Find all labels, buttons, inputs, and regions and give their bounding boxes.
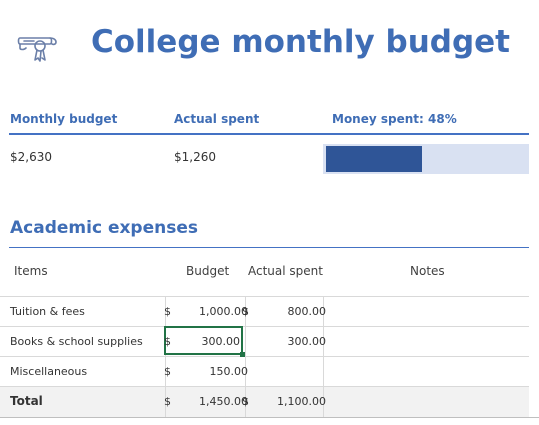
total-actual[interactable]: 1,100.00 — [277, 395, 326, 408]
diploma-icon — [16, 30, 64, 66]
total-row-background — [0, 387, 529, 417]
table-row-actual-currency: $ — [242, 305, 249, 318]
table-row-budget-currency: $ — [164, 305, 171, 318]
actual-spent-value[interactable]: $1,260 — [174, 150, 216, 164]
fill-handle[interactable] — [240, 352, 245, 357]
column-header-budget[interactable]: Budget — [186, 264, 230, 278]
actual-spent-header: Actual spent — [174, 112, 260, 126]
column-divider — [165, 296, 166, 417]
row-divider — [0, 296, 529, 297]
row-divider — [0, 386, 529, 387]
column-header-actual-spent[interactable]: Actual spent — [248, 264, 323, 278]
total-actual-currency: $ — [242, 395, 249, 408]
column-header-notes[interactable]: Notes — [410, 264, 445, 278]
table-row-budget[interactable]: 300.00 — [201, 335, 241, 348]
table-row-item[interactable]: Miscellaneous — [10, 365, 88, 378]
summary-divider — [9, 133, 529, 135]
total-label[interactable]: Total — [10, 394, 43, 408]
monthly-budget-value[interactable]: $2,630 — [10, 150, 52, 164]
column-header-items[interactable]: Items — [14, 264, 48, 278]
money-spent-progress-bar — [323, 144, 529, 174]
money-spent-header: Money spent: 48% — [332, 112, 457, 126]
monthly-budget-header: Monthly budget — [10, 112, 118, 126]
section-title-academic-expenses: Academic expenses — [10, 218, 199, 238]
money-spent-progress-fill — [326, 146, 422, 172]
total-budget-currency: $ — [164, 395, 171, 408]
table-row-budget-currency: $ — [164, 365, 171, 378]
row-divider — [0, 356, 529, 357]
table-row-item[interactable]: Tuition & fees — [10, 305, 85, 318]
total-budget[interactable]: 1,450.00 — [199, 395, 248, 408]
column-divider — [245, 296, 246, 417]
column-divider — [323, 296, 324, 417]
selected-cell-outline[interactable] — [164, 326, 243, 355]
row-divider — [0, 326, 529, 327]
table-row-actual[interactable]: 800.00 — [287, 305, 327, 318]
table-row-item[interactable]: Books & school supplies — [10, 335, 143, 348]
table-row-actual[interactable]: 300.00 — [287, 335, 327, 348]
page-title: College monthly budget — [91, 24, 510, 60]
table-row-budget[interactable]: 150.00 — [209, 365, 249, 378]
section-divider — [9, 247, 529, 248]
sheet-bottom-edge — [0, 417, 539, 425]
table-row-budget[interactable]: 1,000.00 — [199, 305, 248, 318]
table-row-budget-currency: $ — [164, 335, 171, 348]
